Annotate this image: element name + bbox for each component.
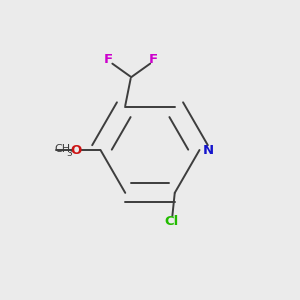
Text: N: N — [202, 143, 214, 157]
Text: O: O — [70, 143, 82, 157]
Text: CH: CH — [54, 144, 70, 154]
Text: F: F — [149, 53, 158, 66]
Text: Cl: Cl — [165, 215, 179, 228]
Text: F: F — [104, 53, 113, 66]
Text: 3: 3 — [66, 149, 72, 158]
